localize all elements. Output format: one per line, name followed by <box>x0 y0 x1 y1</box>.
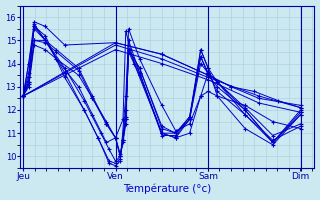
X-axis label: Température (°c): Température (°c) <box>123 184 212 194</box>
